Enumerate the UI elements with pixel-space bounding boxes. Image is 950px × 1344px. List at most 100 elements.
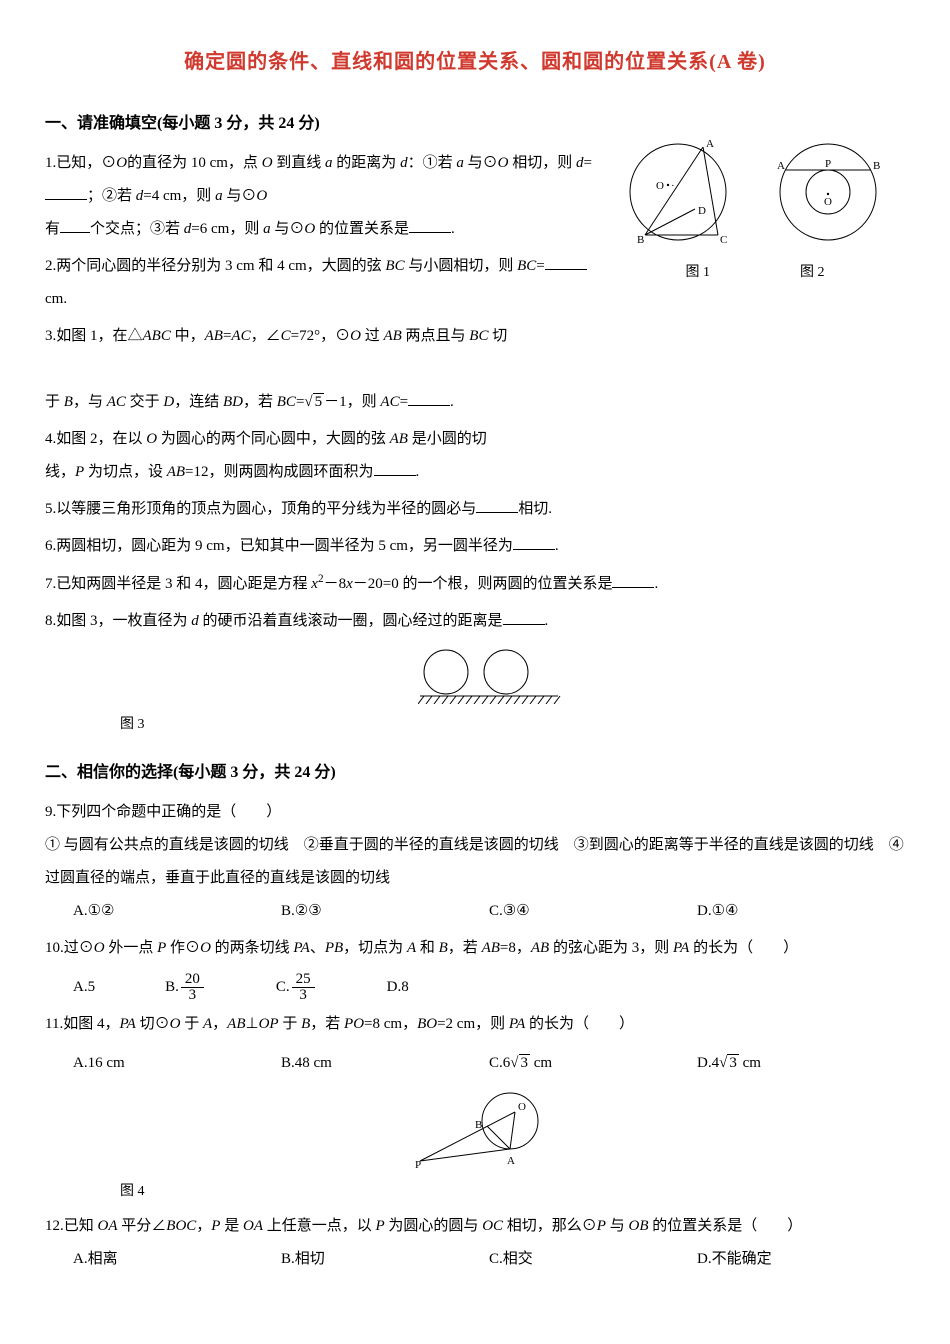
q3-text6: 两点且与 bbox=[402, 328, 470, 344]
var-O: O bbox=[116, 155, 127, 171]
figure-3-svg bbox=[418, 644, 563, 704]
q1-text16: . bbox=[451, 221, 455, 237]
q1-text13: =6 cm，则 bbox=[191, 221, 263, 237]
var-AB4: AB bbox=[167, 464, 185, 480]
q1-text15: 的位置关系是 bbox=[315, 221, 409, 237]
v: PA bbox=[673, 940, 689, 956]
blank-8 bbox=[503, 609, 545, 625]
figure-4-caption: 图 4 bbox=[120, 1177, 905, 1208]
q12-t4: 是 bbox=[220, 1218, 243, 1234]
q1-text4: 的距离为 bbox=[333, 155, 401, 171]
blank-3 bbox=[408, 390, 450, 406]
var-AB2: AB bbox=[383, 328, 401, 344]
q1-text8: ；②若 bbox=[87, 188, 136, 204]
v: AB bbox=[482, 940, 500, 956]
var-BD: BD bbox=[223, 394, 243, 410]
q7-text2: －8 bbox=[324, 576, 347, 592]
q10-t3: 作⊙ bbox=[166, 940, 200, 956]
q6-text: 6.两圆相切，圆心距为 9 cm，已知其中一圆半径为 5 cm，另一圆半径为 bbox=[45, 538, 513, 554]
svg-text:B: B bbox=[475, 1119, 482, 1131]
worksheet-title: 确定圆的条件、直线和圆的位置关系、圆和圆的位置关系(A 卷) bbox=[45, 40, 905, 84]
q3-text5: 过 bbox=[361, 328, 384, 344]
q9-option-d: D.①④ bbox=[697, 895, 905, 928]
q1-text14: 与⊙ bbox=[271, 221, 305, 237]
q11-t3: 于 bbox=[180, 1016, 203, 1032]
section2-head: 二、相信你的选择(每小题 3 分，共 24 分) bbox=[45, 755, 905, 790]
blank-7 bbox=[612, 572, 654, 588]
q12-t2: 平分∠ bbox=[118, 1218, 167, 1234]
q11-option-b: B.48 cm bbox=[281, 1047, 489, 1080]
question-7: 7.已知两圆半径是 3 和 4，圆心距是方程 x2－8x－20=0 的一个根，则… bbox=[45, 567, 905, 601]
q10-option-b: B.203 bbox=[165, 971, 206, 1004]
figure-4-svg: P A B O bbox=[415, 1086, 565, 1171]
q1-text12: 个交点；③若 bbox=[90, 221, 184, 237]
var-AC: AC bbox=[231, 328, 250, 344]
v: BOC bbox=[166, 1218, 196, 1234]
q9-option-b: B.②③ bbox=[281, 895, 489, 928]
q12-option-b: B.相切 bbox=[281, 1243, 489, 1276]
v: AB bbox=[531, 940, 549, 956]
q5-text2: 相切. bbox=[518, 501, 552, 517]
q12-t1: 12.已知 bbox=[45, 1218, 98, 1234]
question-1: 1.已知，⊙O的直径为 10 cm，点 O 到直线 a 的距离为 d：①若 a … bbox=[45, 147, 905, 246]
q5-text: 5.以等腰三角形顶角的顶点为圆心，顶角的平分线为半径的圆必与 bbox=[45, 501, 476, 517]
blank-1-2 bbox=[60, 217, 90, 233]
q1-text: 1.已知，⊙ bbox=[45, 155, 116, 171]
q8-text3: . bbox=[545, 613, 549, 629]
q2-text: 2.两个同心圆的半径分别为 3 cm 和 4 cm，大圆的弦 bbox=[45, 258, 385, 274]
blank-6 bbox=[513, 534, 555, 550]
v: OB bbox=[628, 1218, 648, 1234]
v: OP bbox=[259, 1016, 279, 1032]
q1-text5: ：①若 bbox=[408, 155, 457, 171]
q11-t4: ， bbox=[212, 1016, 227, 1032]
q11-t8: =8 cm， bbox=[364, 1016, 417, 1032]
v: PA bbox=[119, 1016, 135, 1032]
q2-text3: cm. bbox=[45, 291, 67, 307]
q3-text11: ，连结 bbox=[174, 394, 223, 410]
q1-text2: 的直径为 10 cm，点 bbox=[127, 155, 262, 171]
q12-option-d: D.不能确定 bbox=[697, 1243, 905, 1276]
q10-option-c: C.253 bbox=[276, 971, 317, 1004]
var-D: D bbox=[163, 394, 174, 410]
q10-option-d: D.8 bbox=[387, 971, 409, 1004]
q10-t6: ，切点为 bbox=[343, 940, 407, 956]
var-BC4: BC bbox=[277, 394, 296, 410]
q4-text2: 为圆心的两个同心圆中，大圆的弦 bbox=[157, 431, 390, 447]
v: AB bbox=[227, 1016, 245, 1032]
q3-text2: 中， bbox=[171, 328, 205, 344]
var-O6: O bbox=[350, 328, 361, 344]
q1-eq: = bbox=[583, 155, 591, 171]
q11-t1: 11.如图 4， bbox=[45, 1016, 119, 1032]
q10-t10: 的弦心距为 3，则 bbox=[549, 940, 673, 956]
question-10: 10.过⊙O 外一点 P 作⊙O 的两条切线 PA、PB，切点为 A 和 B，若… bbox=[45, 932, 905, 1004]
var-O7: O bbox=[146, 431, 157, 447]
q8-text: 8.如图 3，一枚直径为 bbox=[45, 613, 191, 629]
v: P bbox=[157, 940, 166, 956]
q11-option-d: D.4√3 cm bbox=[697, 1047, 905, 1080]
var-x: x bbox=[311, 576, 318, 592]
svg-text:A: A bbox=[507, 1155, 515, 1167]
v: O bbox=[170, 1016, 181, 1032]
figure-3-block: 图 3 bbox=[75, 644, 905, 741]
q9-stem: 9.下列四个命题中正确的是（ ） bbox=[45, 796, 905, 829]
var-AB: AB bbox=[205, 328, 223, 344]
question-8: 8.如图 3，一枚直径为 d 的硬币沿着直线滚动一圈，圆心经过的距离是. bbox=[45, 605, 905, 638]
v: PA bbox=[509, 1016, 525, 1032]
q3-eq3: = bbox=[400, 394, 408, 410]
q4-text6: =12，则两圆构成圆环面积为 bbox=[185, 464, 373, 480]
q1-text6: 与⊙ bbox=[464, 155, 498, 171]
q12-t7: 相切，那么⊙ bbox=[503, 1218, 597, 1234]
q3-text10: 交于 bbox=[126, 394, 164, 410]
q7-text4: . bbox=[654, 576, 658, 592]
q4-text7: . bbox=[416, 464, 420, 480]
blank-1-3 bbox=[409, 217, 451, 233]
question-2: 2.两个同心圆的半径分别为 3 cm 和 4 cm，大圆的弦 BC 与小圆相切，… bbox=[45, 250, 905, 316]
v: OA bbox=[243, 1218, 263, 1234]
question-11: 11.如图 4，PA 切⊙O 于 A，AB⊥OP 于 B，若 PO=8 cm，B… bbox=[45, 1008, 905, 1080]
var-O2: O bbox=[262, 155, 273, 171]
var-C: C bbox=[281, 328, 291, 344]
sqrt5: √5 bbox=[304, 386, 324, 419]
svg-text:P: P bbox=[415, 1159, 421, 1171]
q10-t2: 外一点 bbox=[105, 940, 158, 956]
q7-text: 7.已知两圆半径是 3 和 4，圆心距是方程 bbox=[45, 576, 311, 592]
